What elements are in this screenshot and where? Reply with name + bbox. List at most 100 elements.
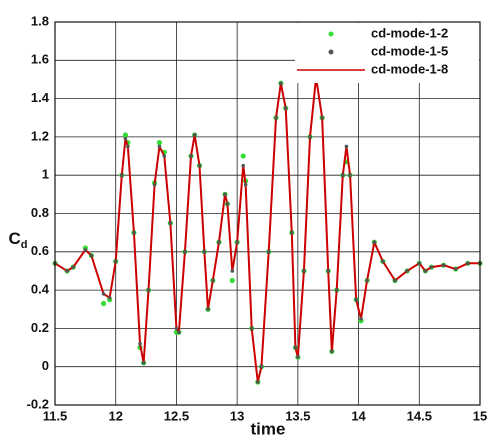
series-dot — [107, 295, 112, 300]
series-dot — [255, 380, 260, 384]
series-dot — [177, 330, 181, 335]
series-dot — [344, 144, 349, 149]
series-dot — [101, 292, 106, 296]
series-dot — [197, 163, 202, 168]
series-dot — [126, 144, 130, 149]
y-tick-label: 0.6 — [31, 243, 49, 258]
x-tick-label: 12.5 — [164, 408, 189, 423]
series-dot — [123, 137, 128, 141]
series-dot — [183, 250, 187, 254]
series-dot — [162, 154, 167, 158]
series-dot — [279, 81, 283, 86]
series-dot — [122, 132, 129, 138]
series-dot — [230, 269, 235, 273]
legend-box — [295, 23, 479, 83]
plot — [52, 74, 483, 385]
series-dot — [156, 140, 163, 146]
series-dot — [296, 355, 300, 359]
series-dot — [223, 192, 227, 197]
series-dot — [119, 173, 124, 177]
y-tick-label: -0.2 — [27, 396, 49, 411]
series-dot — [393, 278, 397, 283]
series-dot — [71, 265, 76, 269]
y-tick-label: 0.2 — [31, 320, 49, 335]
series-dot — [453, 267, 458, 271]
series-dot — [302, 269, 306, 273]
series-dot — [466, 261, 470, 266]
y-axis-label-main: C — [8, 229, 20, 248]
series-dot — [83, 248, 88, 252]
series-dot — [217, 240, 221, 245]
x-tick-label: 13.5 — [285, 408, 310, 423]
series-dot — [308, 135, 312, 139]
series-dot — [348, 173, 352, 177]
series-dot — [334, 288, 339, 292]
series-dot — [241, 163, 246, 168]
x-tick-label: 11.5 — [43, 408, 68, 423]
x-tick-label: 13 — [230, 408, 244, 423]
y-tick-label: 0.4 — [31, 282, 50, 297]
x-tick-label: 12 — [108, 408, 122, 423]
legend-label: cd-mode-1-5 — [371, 43, 448, 58]
x-tick-label: 14 — [351, 408, 366, 423]
series-dot — [138, 341, 142, 346]
series-dot — [289, 230, 294, 235]
series-dot — [405, 269, 409, 273]
series-dot — [330, 349, 334, 354]
x-axis-label: time — [251, 419, 286, 438]
y-tick-label: 1.8 — [31, 13, 49, 28]
y-tick-label: 0 — [42, 358, 49, 373]
series-dot — [146, 288, 151, 292]
series-dot — [429, 265, 434, 269]
series-dot — [89, 253, 94, 258]
series-dot — [240, 153, 246, 159]
legend-label: cd-mode-1-2 — [371, 25, 448, 40]
series-dot — [225, 202, 230, 206]
x-tick-label: 14.5 — [407, 408, 432, 423]
series-dot — [283, 106, 288, 110]
series-dot — [65, 269, 69, 273]
legend-label: cd-mode-1-8 — [371, 61, 448, 76]
y-axis-label-sub: d — [21, 239, 28, 251]
y-tick-label: 1 — [42, 167, 49, 182]
series-dot — [340, 173, 345, 177]
series-dot — [326, 269, 331, 273]
series-dot — [211, 278, 215, 283]
y-axis-label: Cd — [8, 229, 27, 250]
series-dot — [249, 326, 254, 331]
y-tick-label: 1.2 — [31, 128, 49, 143]
series-dot — [192, 133, 197, 137]
x-tick-label: 15 — [473, 408, 487, 423]
series-dot — [423, 269, 428, 273]
series-dot — [359, 317, 363, 321]
series-dot — [365, 278, 369, 283]
series-dot — [381, 259, 385, 264]
legend-swatch — [328, 31, 334, 37]
series-dot — [441, 263, 446, 268]
series-dot — [189, 154, 193, 158]
series-dot — [202, 250, 207, 254]
series-dot — [113, 259, 118, 264]
series-dot — [266, 250, 271, 254]
series-dot — [174, 326, 179, 331]
legend-swatch — [328, 49, 334, 55]
legend: cd-mode-1-2 cd-mode-1-5 cd-mode-1-8 — [295, 23, 479, 83]
series-dot — [320, 115, 324, 120]
series-dot — [354, 297, 358, 302]
series-dot — [372, 240, 377, 245]
series-dot — [206, 307, 210, 312]
series-dot — [168, 221, 173, 225]
plot-frame — [54, 21, 481, 406]
series-dot — [141, 361, 146, 365]
y-tick-label: 1.6 — [31, 52, 49, 67]
series-dot — [259, 364, 264, 369]
y-tick-label: 0.8 — [31, 205, 49, 220]
series-dot — [235, 240, 239, 245]
series-dot — [100, 300, 107, 307]
series-dot — [417, 261, 422, 266]
series-dot — [152, 182, 157, 187]
series-dot — [274, 115, 278, 120]
series-dot — [157, 144, 162, 149]
series-dot — [293, 345, 298, 350]
